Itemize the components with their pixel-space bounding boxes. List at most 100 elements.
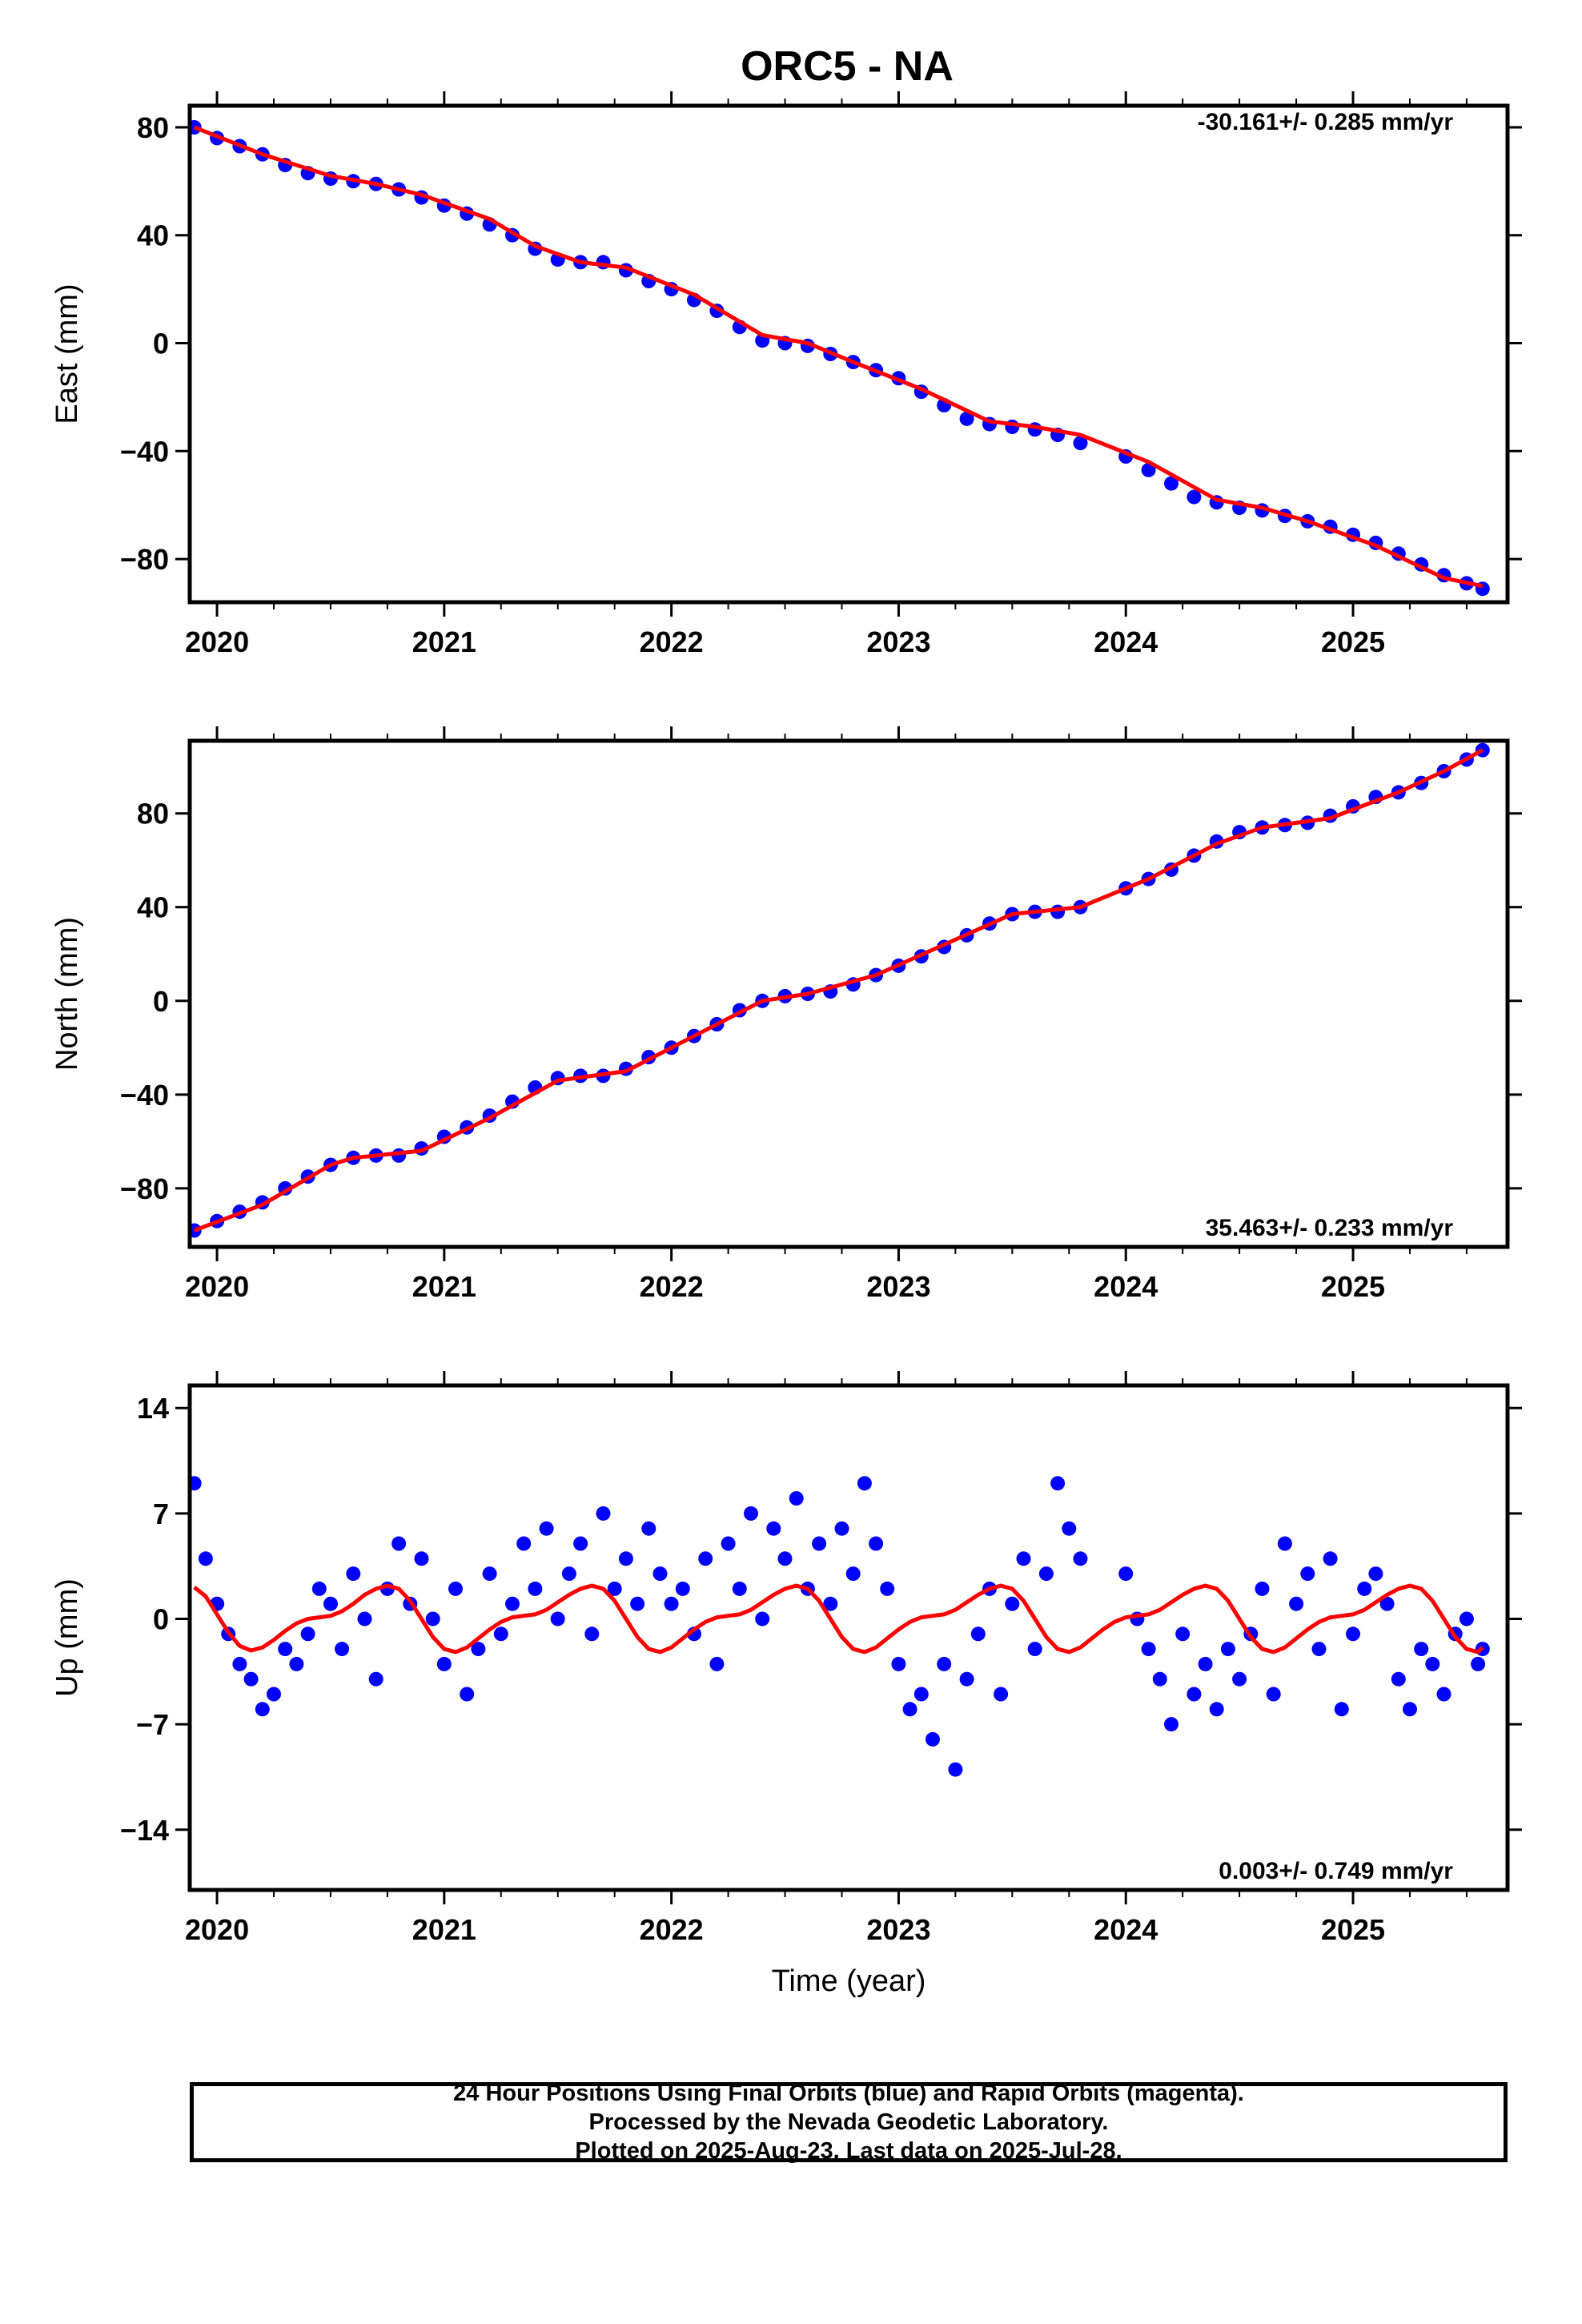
x-tick-label: 2022 — [640, 1913, 704, 1946]
y-tick-label: 0 — [153, 1602, 169, 1635]
data-point — [539, 1521, 554, 1536]
data-point — [505, 1596, 520, 1611]
data-point — [834, 1521, 849, 1536]
observation-points — [190, 742, 1490, 1238]
x-tick-label: 2025 — [1321, 1913, 1385, 1946]
y-tick-label: 7 — [153, 1498, 169, 1530]
data-point — [709, 1656, 725, 1671]
footer-line-orbits: 24 Hour Positions Using Final Orbits (bl… — [453, 2081, 1244, 2106]
data-point — [1300, 1566, 1315, 1582]
fit-line — [193, 125, 1484, 589]
data-point — [516, 1536, 532, 1551]
y-tick-label: −7 — [136, 1708, 169, 1741]
y-tick-label: −80 — [120, 1172, 169, 1205]
data-point — [528, 1581, 543, 1596]
data-point — [1232, 1671, 1247, 1687]
data-point — [1050, 1476, 1066, 1491]
y-tick-label: 0 — [153, 328, 169, 360]
plot-frame — [187, 1383, 1510, 1892]
x-tick-label: 2023 — [866, 1913, 930, 1946]
data-point — [1005, 1596, 1020, 1611]
data-point — [1175, 1626, 1191, 1642]
data-point — [414, 1551, 429, 1566]
y-tick-label: −40 — [120, 435, 169, 468]
x-tick-label: 2021 — [412, 625, 476, 658]
x-tick-label: 2020 — [185, 625, 249, 658]
footer-line-processor: Processed by the Nevada Geodetic Laborat… — [588, 2109, 1109, 2135]
data-point — [278, 1642, 293, 1657]
data-point — [471, 1642, 486, 1657]
data-point — [845, 1566, 861, 1582]
y-tick-label: 80 — [137, 798, 169, 830]
data-point — [368, 1671, 383, 1687]
data-point — [1357, 1581, 1372, 1596]
data-point — [448, 1581, 463, 1596]
rate-annotation: -30.161+/- 0.285 mm/yr — [1198, 109, 1454, 135]
data-point — [1414, 1642, 1429, 1657]
y-tick-label: 14 — [137, 1392, 169, 1425]
panel-3: 14 7 0 −7 −14 2020 2021 2022 2023 2024 2025 Up (mm)… — [50, 1371, 1522, 1998]
data-point — [1186, 489, 1202, 505]
data-point — [1436, 1687, 1452, 1702]
data-point — [1118, 1566, 1134, 1582]
data-point — [1186, 1687, 1202, 1702]
x-tick-label: 2023 — [866, 1270, 930, 1303]
y-axis-label: East (mm) — [50, 283, 84, 424]
data-point — [1266, 1687, 1281, 1702]
data-point — [959, 411, 974, 426]
data-point — [1038, 1566, 1054, 1582]
y-tick-label: 0 — [153, 985, 169, 1018]
data-point — [1073, 436, 1088, 451]
data-point — [1062, 1521, 1077, 1536]
data-point — [948, 1762, 963, 1777]
data-point — [1027, 1642, 1042, 1657]
footer-box: 24 Hour Positions Using Final Orbits (bl… — [190, 2081, 1508, 2164]
data-point — [596, 1506, 611, 1521]
data-point — [1220, 1642, 1235, 1657]
panel-2: 80 40 0 −40 −80 2020 2021 2022 2023 2024 2025 North… — [50, 726, 1522, 1303]
data-point — [823, 1596, 838, 1611]
data-point — [198, 1551, 213, 1566]
data-point — [766, 1521, 781, 1536]
fit-line — [193, 748, 1484, 1232]
data-point — [698, 1551, 713, 1566]
data-point — [1391, 1671, 1406, 1687]
data-point — [460, 1687, 475, 1702]
x-tick-label: 2022 — [640, 625, 704, 658]
data-point — [335, 1642, 350, 1657]
data-point — [1141, 462, 1156, 477]
data-point — [755, 1611, 770, 1626]
x-tick-label: 2024 — [1094, 1913, 1158, 1946]
data-point — [902, 1702, 917, 1717]
y-axis-label: Up (mm) — [50, 1578, 84, 1697]
data-point — [812, 1536, 827, 1551]
data-point — [664, 1596, 679, 1611]
y-axis-label: North (mm) — [50, 917, 84, 1071]
y-tick-label: −14 — [120, 1814, 169, 1847]
data-point — [300, 1626, 315, 1642]
data-point — [391, 1536, 407, 1551]
observation-points — [190, 1476, 1490, 1777]
data-point — [1334, 1702, 1349, 1717]
fit-line — [193, 1583, 1484, 1655]
data-point — [970, 1626, 986, 1642]
data-point — [232, 1656, 247, 1671]
data-point — [937, 1656, 952, 1671]
data-point — [482, 1566, 497, 1582]
data-point — [289, 1656, 304, 1671]
data-point — [641, 1521, 656, 1536]
data-point — [857, 1476, 872, 1491]
figure-title: ORC5 - NA — [741, 43, 954, 90]
y-tick-label: 40 — [137, 891, 169, 924]
x-tick-label: 2024 — [1094, 1270, 1158, 1303]
data-point — [630, 1596, 645, 1611]
data-point — [618, 1551, 633, 1566]
x-tick-label: 2025 — [1321, 625, 1385, 658]
data-point — [744, 1506, 758, 1521]
x-tick-label: 2021 — [412, 1913, 476, 1946]
data-point — [425, 1611, 440, 1626]
rate-annotation: 0.003+/- 0.749 mm/yr — [1219, 1858, 1453, 1884]
data-point — [675, 1581, 690, 1596]
footer-line-dates: Plotted on 2025-Aug-23. Last data on 202… — [575, 2138, 1122, 2164]
x-tick-label: 2022 — [640, 1270, 704, 1303]
